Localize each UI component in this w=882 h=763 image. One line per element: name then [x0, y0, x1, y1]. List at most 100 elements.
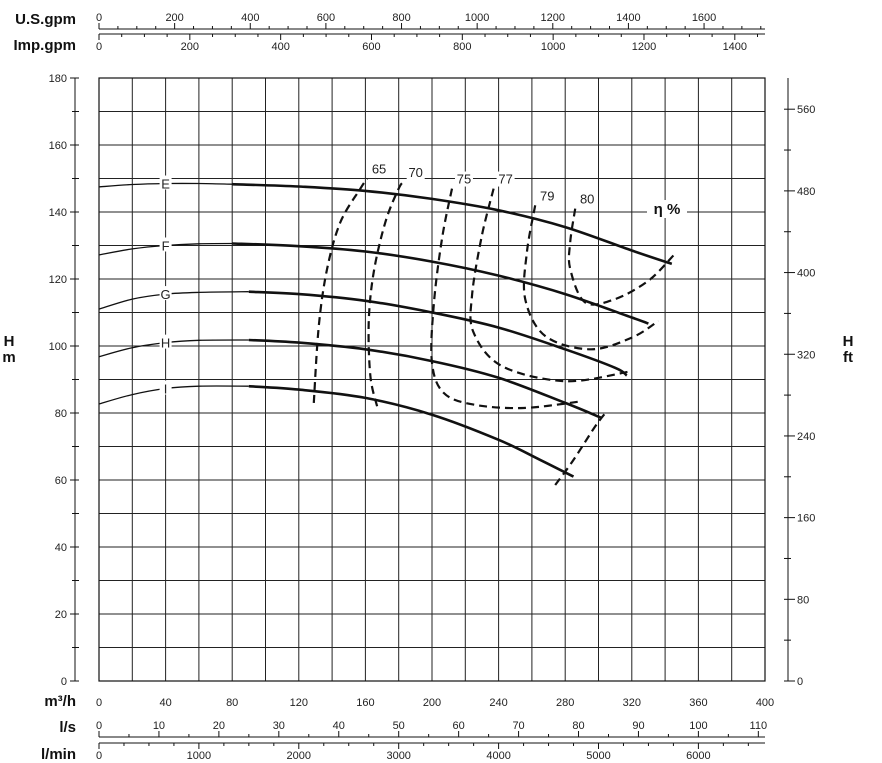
x-tick-label: 0 — [96, 697, 102, 709]
right-tick-label: 160 — [797, 513, 815, 525]
right-tick-label: 560 — [797, 104, 815, 116]
series-g-label: G — [161, 287, 171, 302]
right-tick-label: 480 — [797, 186, 815, 198]
series-i-label: I — [164, 382, 168, 397]
left-tick-label: 80 — [55, 408, 67, 420]
efficiency-layer: 65 70 75 77 79 80 — [312, 161, 675, 486]
efficiency-curve-65 — [312, 177, 369, 403]
right-tick-label: 320 — [797, 349, 815, 361]
efficiency-curve-79-label-bg — [538, 188, 557, 204]
impgpm-axis-name: Imp.gpm — [14, 37, 77, 54]
efficiency-curve-75-label-bg — [454, 171, 473, 187]
ls-tick-label: 90 — [632, 720, 644, 732]
ls-tick-label: 20 — [213, 720, 225, 732]
efficiency-curve-65-label-bg — [370, 161, 389, 177]
efficiency-curve-79-label: 79 — [540, 188, 554, 203]
axes: 0204060801001201401601800801602403204004… — [49, 12, 816, 762]
impgpm-tick-label: 600 — [362, 41, 380, 53]
ls-tick-label: 0 — [96, 720, 102, 732]
efficiency-curve-80 — [567, 208, 675, 306]
ls-tick-label: 40 — [333, 720, 345, 732]
ls-tick-label: 100 — [689, 720, 707, 732]
impgpm-tick-label: 1200 — [632, 41, 656, 53]
series-g-label-bg — [159, 286, 172, 301]
right-axis-unit: ft — [843, 349, 853, 366]
ls-axis-name: l/s — [59, 719, 76, 736]
impgpm-tick-label: 400 — [271, 41, 289, 53]
efficiency-label: η % — [654, 201, 681, 218]
efficiency-curve-80-label-bg — [578, 191, 597, 207]
ls-tick-label: 10 — [153, 720, 165, 732]
usgpm-tick-label: 600 — [317, 12, 335, 24]
efficiency-curve-70-label-bg — [406, 164, 425, 180]
x-tick-label: 120 — [290, 697, 308, 709]
series-i-label-bg — [159, 380, 172, 395]
impgpm-tick-label: 200 — [181, 41, 199, 53]
left-tick-label: 180 — [49, 73, 67, 85]
right-tick-label: 80 — [797, 594, 809, 606]
lmin-tick-label: 0 — [96, 750, 102, 762]
x-tick-label: 40 — [159, 697, 171, 709]
left-tick-label: 60 — [55, 475, 67, 487]
x-tick-label: 360 — [689, 697, 707, 709]
efficiency-curve-77-label-bg — [496, 171, 515, 187]
right-tick-label: 400 — [797, 268, 815, 280]
series-h-label: H — [161, 336, 170, 351]
ls-tick-label: 60 — [453, 720, 465, 732]
series-e-label-bg — [159, 175, 172, 190]
left-tick-label: 20 — [55, 609, 67, 621]
x-tick-label: 280 — [556, 697, 574, 709]
impgpm-tick-label: 800 — [453, 41, 471, 53]
right-tick-label: 0 — [797, 676, 803, 688]
left-axis-unit: m — [2, 349, 15, 366]
left-tick-label: 140 — [49, 207, 67, 219]
x-tick-label: 80 — [226, 697, 238, 709]
efficiency-curve-77 — [469, 188, 629, 383]
lmin-tick-label: 2000 — [287, 750, 311, 762]
x-axis-name: m³/h — [44, 693, 76, 710]
lmin-tick-label: 5000 — [586, 750, 610, 762]
series-layer: E F G H I — [98, 175, 673, 478]
left-axis-name: H — [4, 333, 15, 350]
usgpm-tick-label: 1400 — [616, 12, 640, 24]
impgpm-tick-label: 1000 — [541, 41, 565, 53]
left-tick-label: 160 — [49, 140, 67, 152]
usgpm-tick-label: 1600 — [692, 12, 716, 24]
usgpm-tick-label: 1200 — [541, 12, 565, 24]
series-f-line — [232, 242, 649, 325]
ls-tick-label: 50 — [393, 720, 405, 732]
left-tick-label: 40 — [55, 542, 67, 554]
usgpm-tick-label: 800 — [392, 12, 410, 24]
efficiency-curve-77-label: 77 — [498, 172, 512, 187]
series-e-line — [232, 182, 673, 266]
series-f-label: F — [162, 239, 170, 254]
x-tick-label: 320 — [623, 697, 641, 709]
efficiency-curve-75-label: 75 — [457, 172, 471, 187]
usgpm-tick-label: 200 — [165, 12, 183, 24]
right-tick-label: 240 — [797, 431, 815, 443]
efficiency-boundary-line — [554, 410, 608, 486]
grid — [98, 77, 766, 682]
efficiency-curve-79 — [522, 205, 660, 351]
x-tick-label: 160 — [356, 697, 374, 709]
efficiency-curve-70 — [367, 181, 405, 407]
lmin-tick-label: 4000 — [486, 750, 510, 762]
x-tick-label: 400 — [756, 697, 774, 709]
left-tick-label: 0 — [61, 676, 67, 688]
efficiency-label-bg — [647, 200, 687, 218]
right-axis-name: H — [843, 333, 854, 350]
ls-tick-label: 30 — [273, 720, 285, 732]
usgpm-tick-label: 1000 — [465, 12, 489, 24]
usgpm-axis-name: U.S.gpm — [15, 11, 76, 28]
lmin-axis-name: l/min — [41, 746, 76, 763]
impgpm-tick-label: 0 — [96, 41, 102, 53]
lmin-tick-label: 1000 — [187, 750, 211, 762]
ls-tick-label: 70 — [512, 720, 524, 732]
efficiency-curve-70-label: 70 — [408, 165, 422, 180]
left-tick-label: 100 — [49, 341, 67, 353]
lmin-tick-label: 3000 — [386, 750, 410, 762]
series-f-label-bg — [159, 237, 172, 252]
